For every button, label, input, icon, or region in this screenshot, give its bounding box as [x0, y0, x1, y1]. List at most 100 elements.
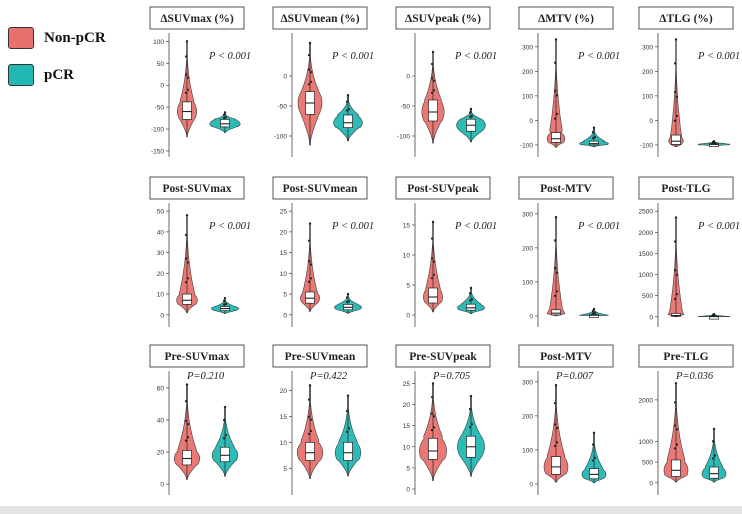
outlier-point	[184, 439, 188, 442]
outlier-point	[307, 54, 311, 57]
y-tick-label: 300	[522, 44, 533, 51]
outlier-point	[307, 280, 311, 283]
outlier-point	[674, 38, 678, 41]
box-non-pcr	[182, 101, 192, 120]
y-tick-label: 50	[157, 61, 165, 68]
legend-swatch-pcr	[8, 64, 34, 86]
outlier-point	[675, 293, 679, 296]
outlier-point	[308, 384, 312, 387]
outlier-point	[347, 427, 351, 430]
y-tick-label: 20	[157, 271, 165, 278]
outlier-point	[673, 401, 677, 404]
outlier-point	[675, 273, 679, 277]
outlier-point	[470, 298, 474, 301]
outlier-point	[224, 116, 228, 119]
y-tick-label: 0	[160, 482, 164, 489]
outlier-point	[673, 424, 677, 427]
outlier-point	[307, 415, 311, 418]
outlier-point	[184, 257, 188, 260]
violin-panel: Pre-SUVmean 20 15 10 5 P=0.422	[272, 344, 368, 495]
outlier-point	[222, 299, 226, 302]
legend-label-pcr: pCR	[44, 66, 75, 83]
outlier-point	[553, 61, 557, 64]
outlier-point	[470, 115, 474, 118]
y-tick-label: -100	[640, 142, 653, 149]
box-non-pcr	[671, 459, 681, 477]
box-non-pcr	[305, 291, 315, 304]
panel-title: Post-SUVmax	[163, 183, 232, 195]
p-value-label: P < 0.001	[454, 51, 497, 62]
outlier-point	[309, 418, 313, 421]
outlier-point	[430, 429, 434, 432]
y-tick-label: -100	[397, 134, 410, 141]
outlier-point	[432, 273, 436, 276]
outlier-point	[553, 401, 557, 405]
y-tick-label: 100	[522, 279, 533, 286]
outlier-point	[185, 40, 189, 43]
outlier-point	[711, 440, 715, 443]
y-tick-label: 300	[642, 44, 653, 51]
outlier-point	[308, 222, 312, 225]
outlier-point	[713, 141, 717, 145]
outlier-point	[346, 292, 350, 296]
outlier-point	[673, 297, 677, 301]
y-tick-label: -100	[274, 134, 287, 141]
panel-title: Pre-TLG	[663, 351, 708, 363]
y-tick-label: 1000	[639, 439, 654, 446]
outlier-point	[673, 240, 677, 243]
outlier-point	[553, 239, 557, 242]
violin-panel: ΔTLG (%) 300 200 100 0 -100 P < 0.001	[638, 6, 740, 157]
outlier-point	[430, 412, 434, 415]
y-tick-label: 25	[280, 209, 288, 216]
box-non-pcr	[182, 293, 192, 305]
outlier-point	[431, 50, 435, 54]
outlier-point	[673, 90, 677, 94]
p-value-label: P < 0.001	[331, 51, 374, 62]
panel-title-box	[272, 344, 368, 368]
outlier-point	[554, 384, 558, 387]
outlier-point	[345, 430, 349, 433]
violin-panel: Post-SUVmax 50 40 30 20 10 0 P < 0.001	[149, 176, 251, 327]
box-non-pcr	[551, 456, 561, 475]
y-tick-label: 1500	[639, 251, 654, 258]
violin-panel: Pre-SUVpeak 25 20 15 10 5 0 P=0.705	[395, 344, 491, 495]
y-tick-label: 10	[280, 271, 288, 278]
outlier-point	[307, 260, 311, 263]
outlier-point	[347, 300, 351, 303]
outlier-point	[675, 443, 679, 446]
panel-title: Post-MTV	[540, 351, 592, 363]
outlier-point	[713, 454, 717, 457]
outlier-point	[553, 423, 557, 426]
outlier-point	[345, 300, 349, 304]
outlier-point	[712, 427, 716, 431]
outlier-point	[184, 91, 188, 94]
panel-title-box	[638, 6, 734, 30]
outlier-point	[469, 107, 473, 111]
outlier-point	[674, 216, 678, 219]
box-non-pcr	[671, 134, 681, 145]
outlier-point	[592, 307, 596, 311]
outlier-point	[432, 79, 436, 82]
box-pcr	[466, 303, 476, 311]
p-value-label: P=0.422	[309, 371, 348, 382]
y-tick-label: 20	[157, 450, 165, 457]
outlier-point	[307, 432, 311, 435]
panel-title-box	[638, 176, 734, 200]
y-tick-label: 10	[157, 292, 165, 299]
outlier-point	[555, 441, 559, 444]
box-pcr	[589, 140, 599, 146]
y-tick-label: 100	[642, 93, 653, 100]
p-value-label: P < 0.001	[697, 221, 740, 232]
outlier-point	[307, 239, 311, 242]
box-non-pcr	[551, 132, 561, 143]
y-tick-label: 0	[529, 481, 533, 488]
p-value-label: P < 0.001	[331, 221, 374, 232]
y-tick-label: 100	[153, 39, 164, 46]
outlier-point	[347, 107, 351, 111]
panel-title-box	[272, 176, 368, 200]
outlier-point	[591, 130, 595, 134]
outlier-point	[309, 277, 313, 280]
box-pcr	[343, 442, 353, 461]
panel-title-box	[149, 6, 245, 30]
y-tick-label: 100	[522, 93, 533, 100]
